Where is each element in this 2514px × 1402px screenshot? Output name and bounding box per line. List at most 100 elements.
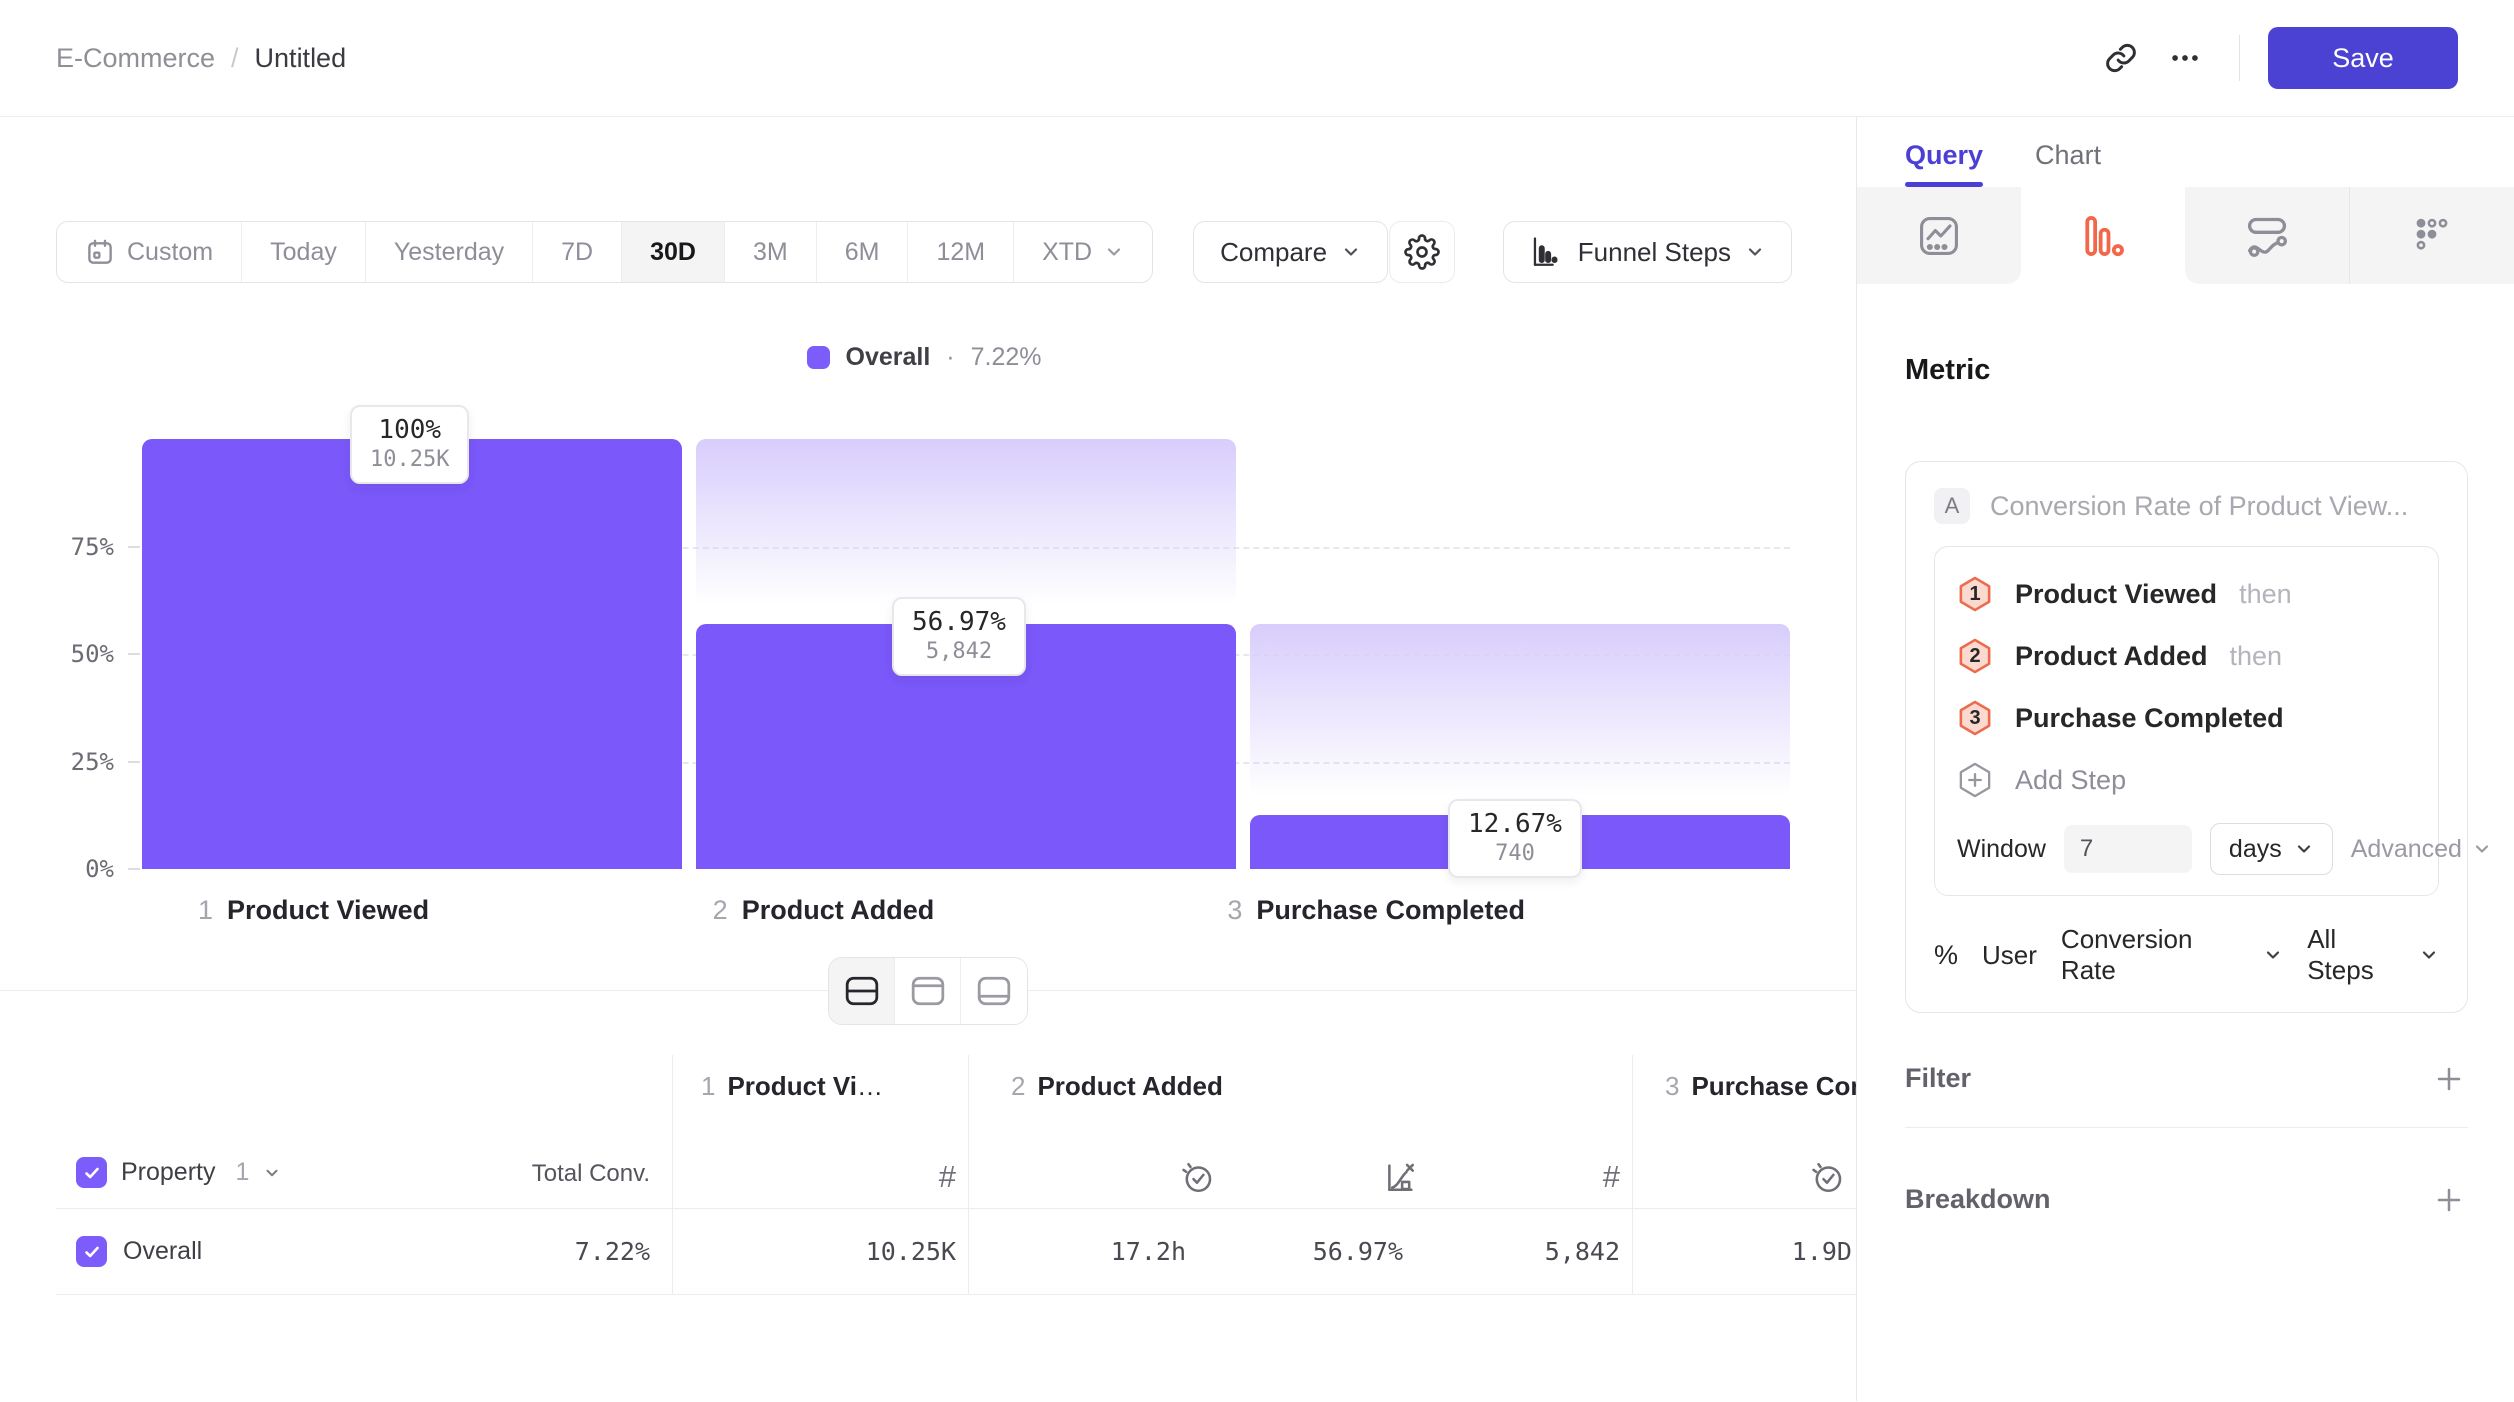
conversion-rate-metric-icon xyxy=(1214,1160,1417,1194)
percent-icon: % xyxy=(1934,939,1959,970)
bar-value-tooltip-1: 100% 10.25K xyxy=(350,405,470,484)
measured-as-row: % User Conversion Rate All Steps xyxy=(1934,924,2439,986)
bar-value-tooltip-3: 12.67% 740 xyxy=(1448,799,1582,878)
funnel-chart-icon xyxy=(1530,235,1564,269)
date-preset-custom[interactable]: Custom xyxy=(57,222,243,282)
chart-settings-button[interactable] xyxy=(1388,221,1455,283)
share-link-button[interactable] xyxy=(2089,26,2153,90)
link-icon xyxy=(2104,41,2138,75)
funnel-chart: 75% 50% 25% 0% xyxy=(56,405,1792,926)
step-row-2[interactable]: 2 Product Added then xyxy=(1957,625,2416,687)
metric-section-heading: Metric xyxy=(1905,354,1991,386)
chart-legend[interactable]: Overall · 7.22% xyxy=(56,343,1792,372)
ellipsis-icon xyxy=(2168,41,2202,75)
date-preset-yesterday[interactable]: Yesterday xyxy=(366,222,534,282)
x-label-step-3: 3 Purchase Completed xyxy=(1227,895,1525,925)
breadcrumb-separator: / xyxy=(231,42,239,73)
y-axis-tickmark xyxy=(128,760,140,763)
date-preset-today[interactable]: Today xyxy=(242,222,366,282)
split-layout-icon xyxy=(844,975,880,1007)
gear-icon xyxy=(1404,234,1440,270)
step-number-badge: 2 xyxy=(1957,637,1993,675)
metric-card: A Conversion Rate of Product View... 1 P… xyxy=(1905,461,2489,1013)
layout-chart-only-button[interactable] xyxy=(895,958,961,1024)
conversion-window-row: Window days Advanced xyxy=(1957,823,2489,875)
layout-table-only-button[interactable] xyxy=(961,958,1027,1024)
bottom-panel-layout-icon xyxy=(976,975,1012,1007)
tab-journeys-chart[interactable] xyxy=(2185,187,2350,284)
step-row-1[interactable]: 1 Product Viewed then xyxy=(1957,563,2416,625)
step2-conversion-value: 56.97% xyxy=(1312,1237,1403,1266)
advanced-toggle[interactable]: Advanced xyxy=(2351,835,2492,864)
panel-divider xyxy=(1905,1127,2468,1128)
metric-series-row[interactable]: A Conversion Rate of Product View... xyxy=(1934,488,2439,524)
tab-chart[interactable]: Chart xyxy=(2035,140,2102,170)
layout-toggle-group xyxy=(828,957,1028,1025)
window-unit-select[interactable]: days xyxy=(2209,823,2333,875)
tab-funnel-chart-selected[interactable] xyxy=(2021,187,2185,284)
panel-tabs: Query Chart xyxy=(1857,117,2514,187)
scope-selector[interactable]: All Steps xyxy=(2307,924,2439,986)
table-row-overall[interactable]: Overall 7.22% 10.25K 17.2h 56.97% 5,842 … xyxy=(56,1208,1856,1295)
select-all-checkbox[interactable] xyxy=(76,1157,107,1188)
property-selector[interactable]: Property 1 xyxy=(76,1157,281,1188)
funnel-plot: 75% 50% 25% 0% xyxy=(71,405,1790,883)
breadcrumb-current[interactable]: Untitled xyxy=(254,42,347,73)
date-preset-7d[interactable]: 7D xyxy=(533,222,623,282)
measure-selector[interactable]: Conversion Rate xyxy=(2061,924,2283,986)
add-filter-button[interactable] xyxy=(2430,1064,2468,1094)
funnel-bar-ghost xyxy=(696,439,1236,625)
filter-section: Filter xyxy=(1905,1063,2468,1094)
funnel-bar-product-viewed[interactable] xyxy=(142,439,682,869)
step3-avg-time-value: 1.9D xyxy=(1791,1237,1852,1266)
compare-button[interactable]: Compare xyxy=(1193,221,1389,283)
more-options-button[interactable] xyxy=(2153,26,2217,90)
series-letter-badge: A xyxy=(1934,488,1970,524)
entity-selector[interactable]: User xyxy=(1982,939,2037,970)
date-preset-6m[interactable]: 6M xyxy=(817,222,909,282)
chart-table-divider xyxy=(0,957,1856,1025)
header-divider xyxy=(2239,35,2240,81)
legend-series-value: 7.22% xyxy=(970,343,1042,371)
date-range-toolbar: Custom Today Yesterday 7D 30D 3M 6M 12M … xyxy=(56,221,1792,283)
save-button[interactable]: Save xyxy=(2268,27,2458,89)
chart-area: Custom Today Yesterday 7D 30D 3M 6M 12M … xyxy=(0,117,1856,1401)
date-preset-3m[interactable]: 3M xyxy=(725,222,817,282)
step-row-3[interactable]: 3 Purchase Completed xyxy=(1957,687,2416,749)
flow-icon xyxy=(2245,214,2289,258)
breadcrumb-parent[interactable]: E-Commerce xyxy=(56,42,216,73)
date-preset-group: Custom Today Yesterday 7D 30D 3M 6M 12M … xyxy=(56,221,1154,283)
funnel-bar-solid xyxy=(142,439,682,869)
step-number-badge: 3 xyxy=(1957,699,1993,737)
layout-split-button[interactable] xyxy=(829,958,895,1024)
funnel-bar-product-added[interactable] xyxy=(696,439,1236,869)
date-preset-xtd[interactable]: XTD xyxy=(1014,222,1152,282)
chevron-down-icon xyxy=(263,1164,281,1182)
y-axis-tickmark xyxy=(128,868,140,870)
bar-value-tooltip-2: 56.97% 5,842 xyxy=(892,597,1026,676)
grid-dots-icon xyxy=(2410,214,2454,258)
tab-query[interactable]: Query xyxy=(1905,140,1984,187)
y-axis-tickmark xyxy=(128,545,140,548)
line-chart-icon xyxy=(1917,214,1961,258)
chevron-down-icon xyxy=(2263,945,2283,965)
chart-type-button[interactable]: Funnel Steps xyxy=(1502,221,1792,283)
query-panel: Query Chart xyxy=(1856,117,2514,1401)
tab-matrix-chart[interactable] xyxy=(2350,187,2514,284)
add-breakdown-button[interactable] xyxy=(2430,1185,2468,1215)
x-label-step-1: 1 Product Viewed xyxy=(198,895,430,925)
y-axis-tick-50: 50% xyxy=(70,640,114,668)
row-checkbox[interactable] xyxy=(76,1236,107,1267)
chevron-down-icon xyxy=(2294,839,2314,859)
date-preset-12m[interactable]: 12M xyxy=(908,222,1015,282)
breakdown-label: Breakdown xyxy=(1905,1184,2051,1214)
tab-metrics-chart[interactable] xyxy=(1857,187,2021,284)
add-step-button[interactable]: Add Step xyxy=(1957,749,2416,811)
legend-swatch xyxy=(806,346,830,369)
plus-icon xyxy=(2434,1185,2464,1215)
window-value-input[interactable] xyxy=(2063,825,2192,873)
count-metric-icon: # xyxy=(1602,1159,1620,1194)
date-preset-30d-selected[interactable]: 30D xyxy=(622,222,725,282)
